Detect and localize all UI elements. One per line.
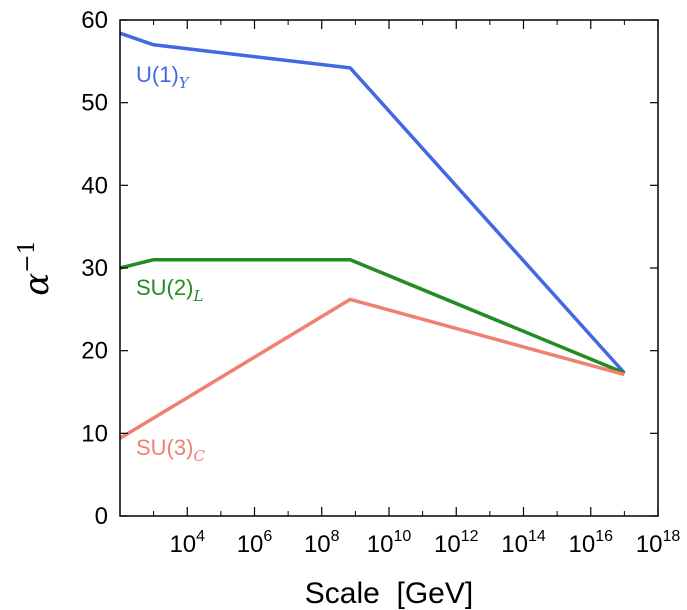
series-labels: U(1)Y SU(2)L SU(3)C: [136, 62, 205, 465]
x-tick-label: 1016: [569, 528, 614, 558]
series-layer: [119, 31, 626, 440]
x-tick-exponent: 18: [662, 528, 680, 545]
series-name: SU(2): [136, 275, 193, 300]
x-tick-exponent: 8: [331, 528, 340, 545]
x-tick-base: 10: [569, 531, 596, 558]
x-tick-label: 1018: [636, 528, 681, 558]
y-tick-label: 30: [81, 255, 108, 282]
x-tick-label: 108: [304, 528, 340, 558]
x-tick-base: 10: [237, 531, 264, 558]
x-tick-base: 10: [636, 531, 663, 558]
series-subscript: C: [193, 447, 205, 465]
x-tick-exponent: 10: [393, 528, 411, 545]
y-tick-label: 40: [81, 172, 108, 199]
series-subscript: Y: [179, 74, 191, 92]
plot-frame: [119, 19, 659, 517]
x-tick-exponent: 12: [461, 528, 479, 545]
series-name: U(1): [136, 62, 179, 87]
x-tick-label: 1014: [501, 528, 546, 558]
x-tick-exponent: 14: [528, 528, 546, 545]
y-tick-label: 0: [95, 503, 108, 530]
x-tick-base: 10: [169, 531, 196, 558]
y-axis-title: α−1: [15, 240, 57, 295]
series-line-1: [119, 257, 626, 375]
series-label-2: SU(3)C: [136, 435, 205, 465]
x-axis-title: Scale [GeV]: [305, 577, 473, 610]
y-axis-exponent: −1: [15, 240, 40, 272]
x-tick-base: 10: [367, 531, 394, 558]
y-axis-symbol: α: [17, 273, 57, 296]
x-tick-base: 10: [304, 531, 331, 558]
series-label-0: U(1)Y: [136, 62, 191, 92]
series-line-2: [119, 297, 625, 440]
y-tick-label: 20: [81, 338, 108, 365]
x-tick-label: 106: [237, 528, 273, 558]
y-tick-label: 50: [81, 90, 108, 117]
x-tick-exponent: 16: [595, 528, 613, 545]
x-tick-label: 1010: [367, 528, 412, 558]
x-tick-label: 1012: [434, 528, 479, 558]
series-line-0: [119, 31, 626, 375]
series-label-1: SU(2)L: [136, 275, 203, 305]
x-tick-label: 104: [169, 528, 205, 558]
x-tick-base: 10: [501, 531, 528, 558]
x-tick-exponent: 6: [263, 528, 272, 545]
x-tick-base: 10: [434, 531, 461, 558]
series-subscript: L: [192, 287, 203, 305]
y-tick-label: 10: [81, 420, 108, 447]
y-tick-label: 60: [81, 7, 108, 34]
x-tick-exponent: 4: [196, 528, 205, 545]
series-name: SU(3): [136, 435, 193, 460]
